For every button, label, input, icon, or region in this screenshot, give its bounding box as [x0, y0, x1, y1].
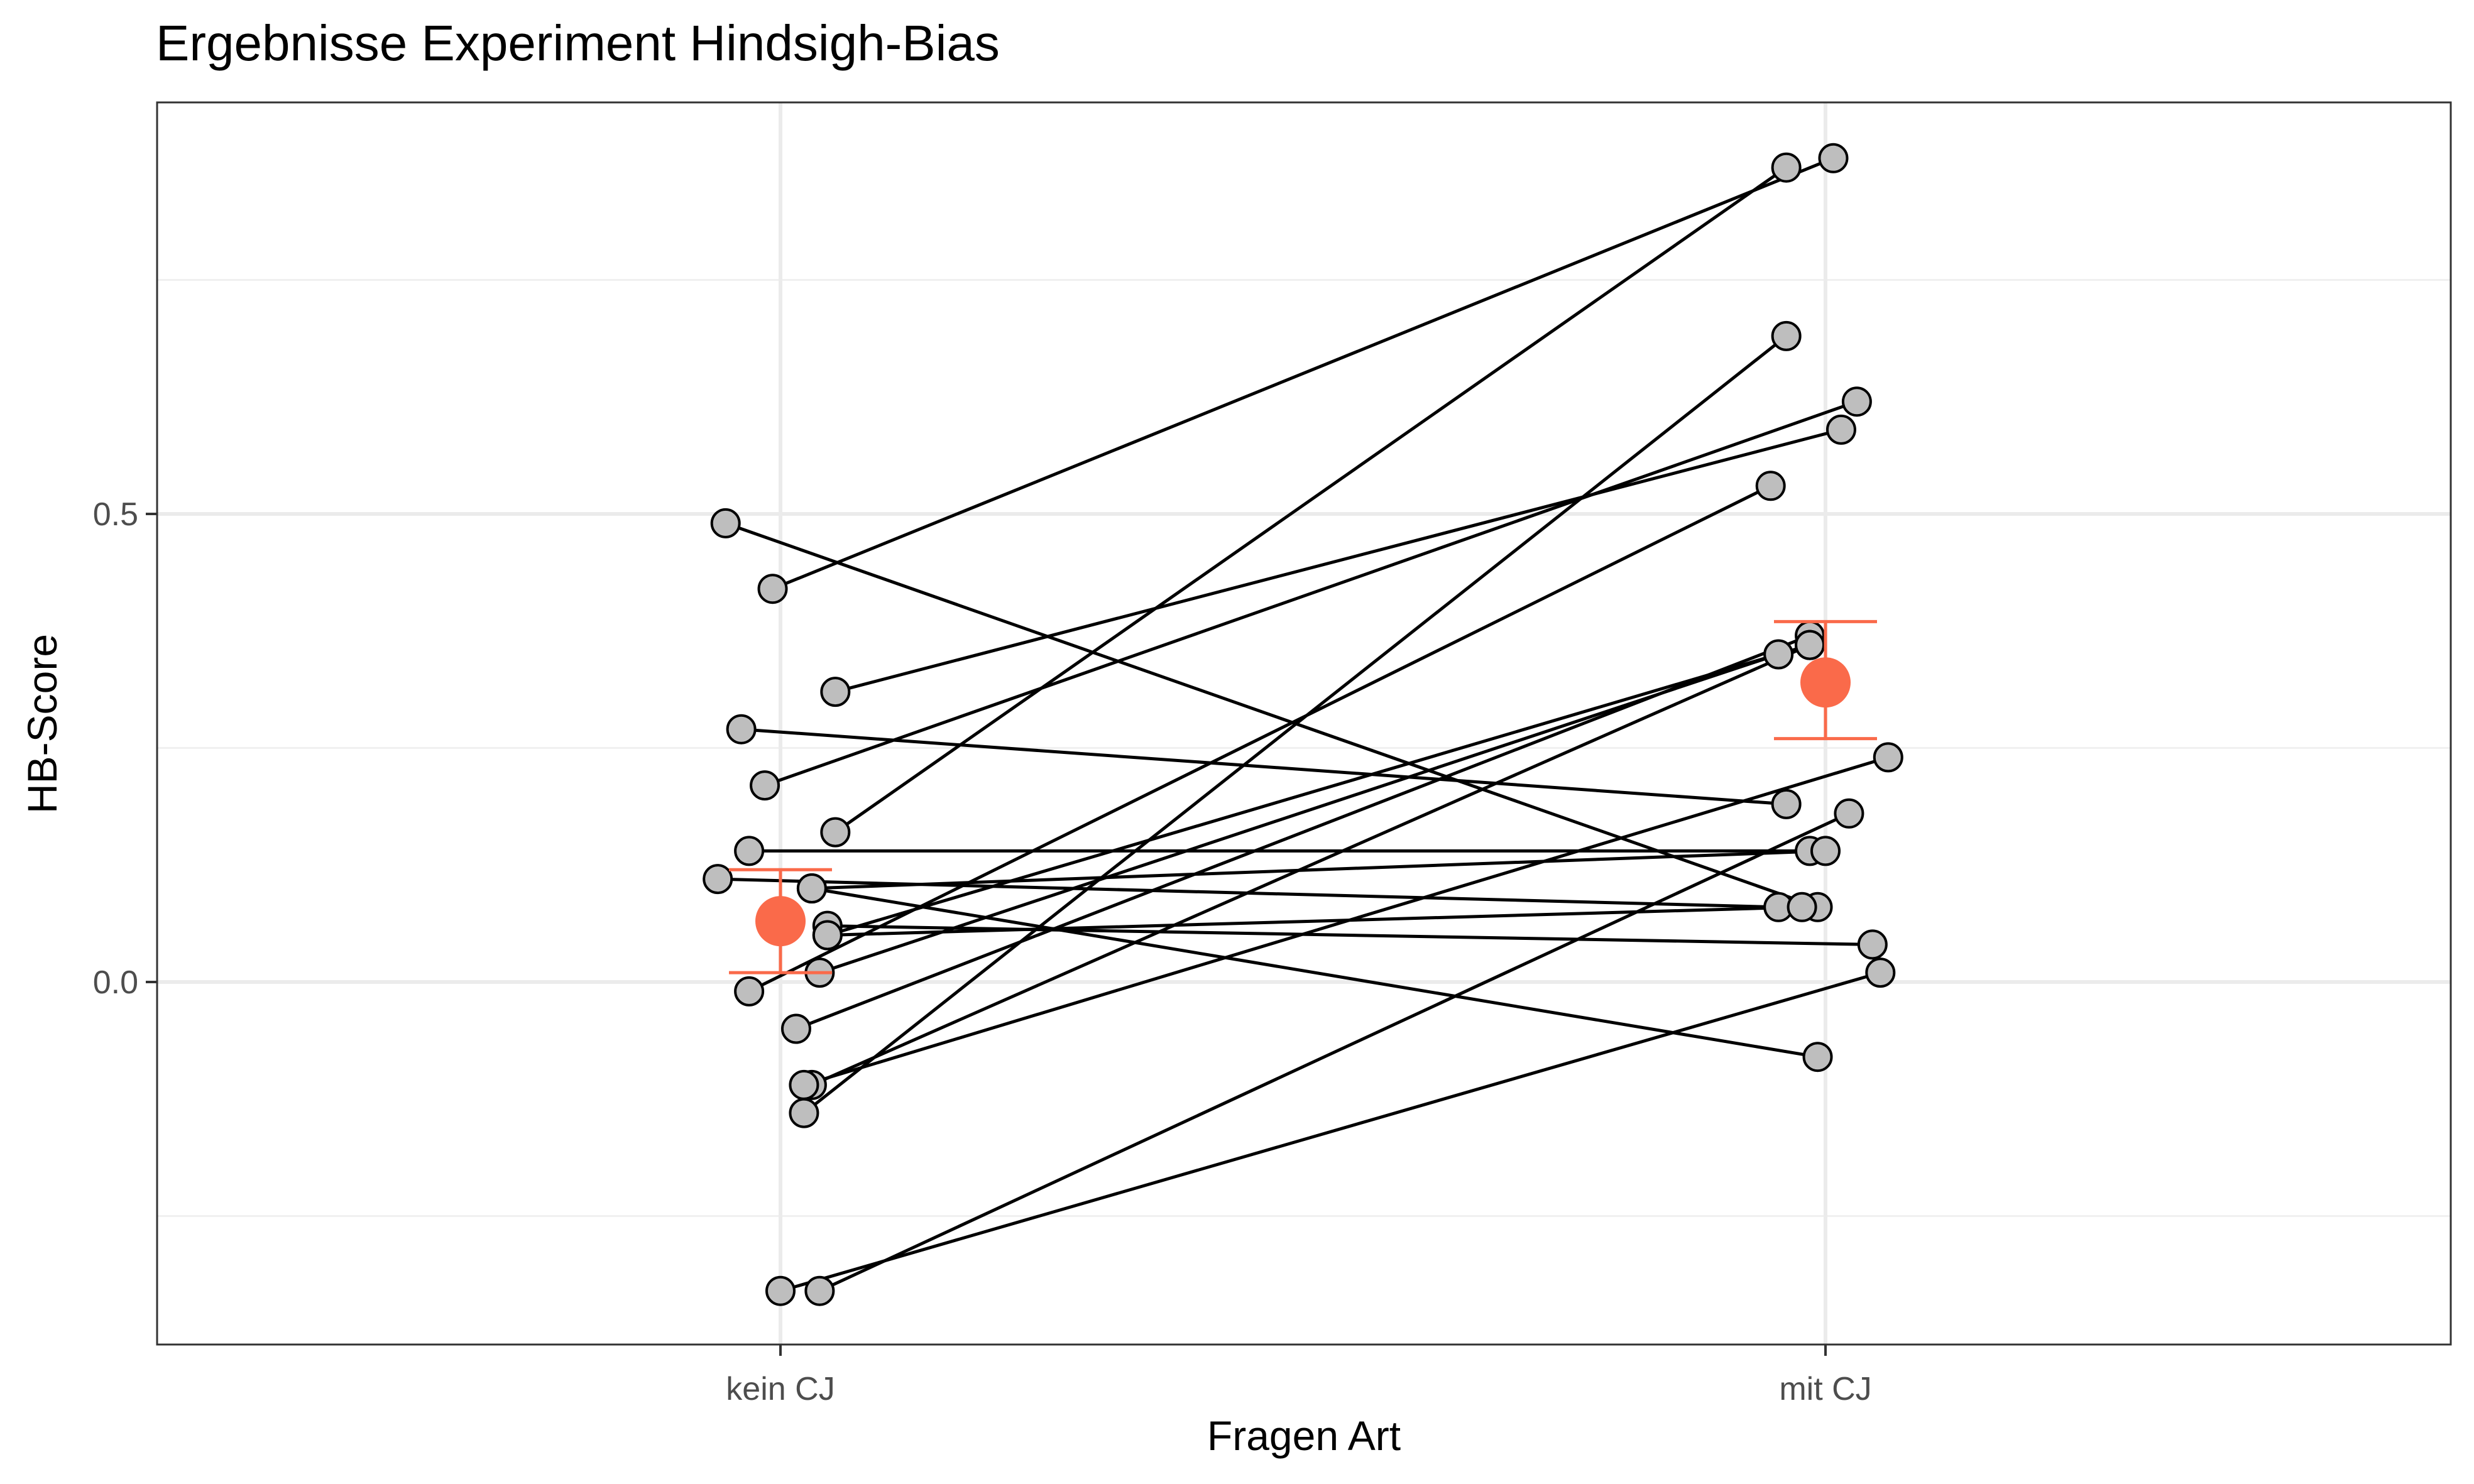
y-tick-label-0: 0.0: [93, 964, 138, 1001]
point-kein-cj-19: [796, 873, 827, 903]
point-mit-cj-14: [1873, 742, 1903, 773]
y-axis-title: HB-Score: [19, 634, 65, 814]
point-mit-cj-1: [1818, 143, 1849, 173]
pair-line-0: [725, 521, 1819, 909]
pair-line-5: [834, 166, 1788, 834]
point-kein-cj-1: [757, 574, 788, 604]
x-axis: kein CJ mit CJ: [726, 1345, 1872, 1407]
panel-border: [156, 101, 2452, 1346]
point-kein-cj-14: [789, 1069, 819, 1100]
pair-line-10: [819, 653, 1779, 974]
point-mit-cj-2: [1825, 414, 1856, 445]
point-kein-cj-15: [789, 1098, 819, 1128]
point-kein-cj-6: [734, 836, 765, 866]
x-axis-title: Fragen Art: [1207, 1412, 1401, 1459]
summary-markers: [729, 619, 1877, 974]
point-kein-cj-12: [780, 1013, 811, 1044]
pair-line-14: [803, 756, 1889, 1087]
point-mit-cj-4: [1841, 386, 1872, 417]
point-mit-cj-18: [1857, 929, 1888, 960]
point-kein-cj-3: [726, 714, 757, 745]
pair-line-16: [780, 971, 1881, 1293]
y-tick-label-1: 0.5: [93, 496, 138, 533]
point-kein-cj-11: [734, 976, 765, 1007]
pair-line-15: [802, 334, 1788, 1115]
y-axis: 0.0 0.5: [93, 496, 157, 1001]
point-kein-cj-20: [812, 920, 843, 951]
point-mit-cj-3: [1771, 788, 1802, 819]
point-kein-cj-4: [750, 770, 780, 801]
point-kein-cj-2: [820, 677, 851, 707]
pair-line-17: [819, 812, 1850, 1292]
mean-point-0: [755, 896, 806, 947]
point-mit-cj-9: [1787, 892, 1817, 922]
pair-line-19: [811, 849, 1826, 890]
point-mit-cj-16: [1865, 958, 1896, 988]
pair-line-18: [827, 924, 1873, 946]
x-tick-label-1: mit CJ: [1779, 1371, 1871, 1407]
point-mit-cj-5: [1771, 152, 1802, 183]
chart-title: Ergebnisse Experiment Hindsigh-Bias: [156, 15, 1000, 71]
point-kein-cj-16: [765, 1275, 796, 1306]
point-kein-cj-5: [820, 817, 851, 848]
point-mit-cj-19: [1810, 836, 1841, 866]
pair-line-4: [764, 400, 1858, 787]
point-mit-cj-15: [1771, 320, 1802, 351]
mean-point-1: [1800, 657, 1851, 708]
pair-line-3: [741, 728, 1787, 806]
pair-line-12: [796, 634, 1810, 1030]
point-mit-cj-11: [1755, 471, 1786, 501]
data-points: [703, 143, 1903, 1306]
point-mit-cj-17: [1834, 798, 1864, 829]
pair-line-1: [772, 156, 1834, 591]
point-kein-cj-7: [703, 864, 733, 895]
paired-lines: [718, 156, 1889, 1293]
point-kein-cj-17: [804, 1275, 835, 1306]
pair-line-8: [811, 887, 1818, 1059]
point-mit-cj-10: [1763, 639, 1794, 670]
grid-lines: [157, 102, 2451, 1345]
pair-line-20: [827, 643, 1810, 937]
x-tick-label-0: kein CJ: [726, 1371, 835, 1407]
point-kein-cj-0: [710, 508, 741, 538]
point-mit-cj-8: [1802, 1042, 1833, 1072]
pair-line-13: [811, 643, 1811, 1087]
pair-line-2: [835, 428, 1842, 694]
point-mit-cj-20: [1795, 630, 1825, 660]
